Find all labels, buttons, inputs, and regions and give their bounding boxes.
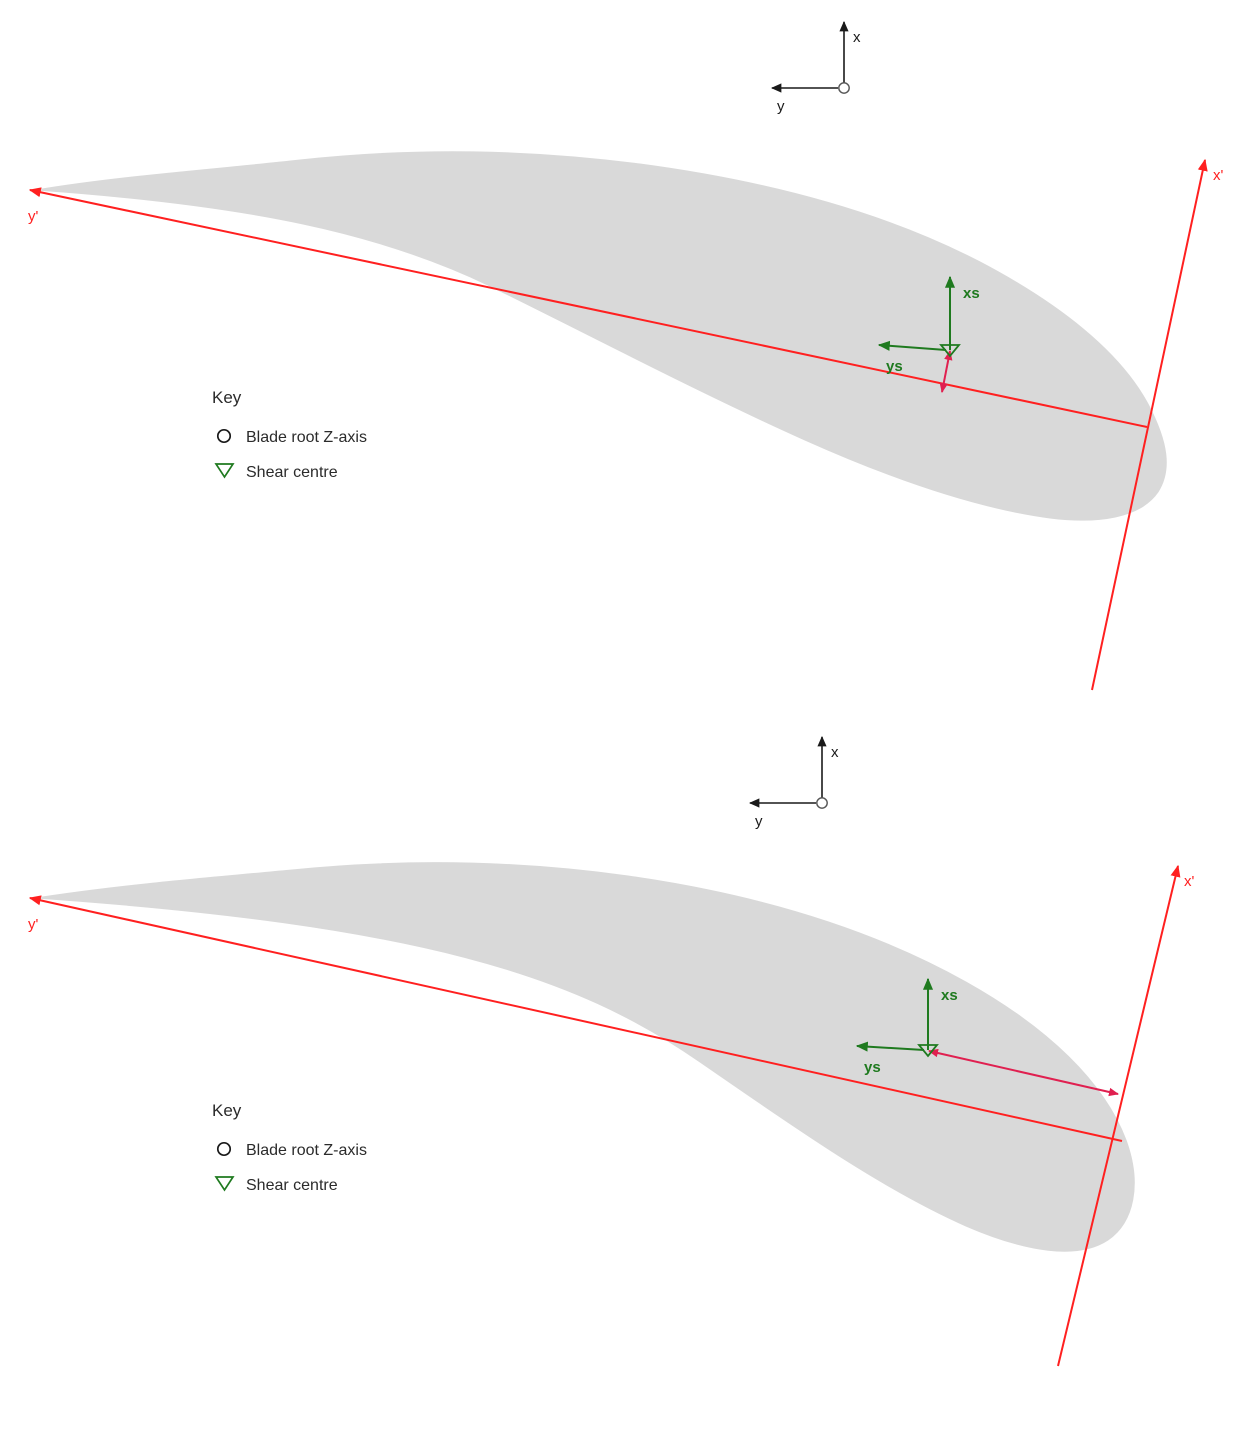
blade-root-origin-marker — [838, 82, 850, 94]
primed-axes-top: y' x' — [28, 158, 1224, 691]
blade-section-outline-top — [35, 151, 1167, 521]
blade-section-outline-bottom — [35, 862, 1135, 1252]
shear-axes-top: xs ys — [877, 275, 980, 375]
root-axes-top: x y — [770, 20, 861, 115]
panel-top: x y y' x' xs ys Key Blade root Z — [28, 20, 1224, 691]
primed-x-label-bottom: x' — [1184, 873, 1195, 890]
key-circle-icon-bottom — [216, 1141, 232, 1157]
shear-offset-dimension-top — [939, 350, 953, 393]
root-y-label: y — [777, 98, 785, 115]
key-top: Key Blade root Z-axis Shear centre — [212, 388, 367, 481]
primed-x-axis-top — [1091, 158, 1208, 691]
primed-x-axis-bottom — [1057, 864, 1181, 1367]
shear-xs-label-top: xs — [963, 285, 980, 302]
shear-ys-label-top: ys — [886, 358, 903, 375]
key-triangle-icon-top — [214, 463, 235, 479]
blade-root-origin-marker-bottom — [816, 797, 828, 809]
root-x-label-bottom: x — [831, 744, 839, 761]
key-label-shear-centre-top: Shear centre — [246, 464, 338, 481]
key-label-root-axis-top: Blade root Z-axis — [246, 429, 367, 446]
key-bottom: Key Blade root Z-axis Shear centre — [212, 1101, 367, 1194]
shear-ys-axis-bottom — [855, 1041, 925, 1052]
shear-xs-label-bottom: xs — [941, 987, 958, 1004]
key-title-bottom: Key — [212, 1101, 242, 1120]
shear-axes-bottom: xs ys — [855, 977, 958, 1076]
key-title-top: Key — [212, 388, 242, 407]
primed-y-axis-top — [28, 187, 1148, 428]
panel-bottom: x y y' x' xs ys Key Blade root Z — [28, 735, 1195, 1367]
key-circle-icon-top — [216, 428, 232, 444]
shear-centre-marker-top — [939, 344, 961, 358]
key-label-shear-centre-bottom: Shear centre — [246, 1177, 338, 1194]
key-triangle-icon-bottom — [214, 1176, 235, 1192]
primed-y-label-bottom: y' — [28, 916, 39, 933]
key-label-root-axis-bottom: Blade root Z-axis — [246, 1142, 367, 1159]
primed-y-axis-bottom — [28, 895, 1123, 1142]
shear-ys-axis-top — [877, 340, 947, 351]
primed-y-label-top: y' — [28, 208, 39, 225]
shear-offset-dimension-bottom — [928, 1048, 1119, 1097]
primed-x-label-top: x' — [1213, 167, 1224, 184]
shear-centre-marker-bottom — [917, 1044, 939, 1058]
root-y-label-bottom: y — [755, 813, 763, 830]
primed-axes-bottom: y' x' — [28, 864, 1195, 1367]
shear-ys-label-bottom: ys — [864, 1059, 881, 1076]
root-axes-bottom: x y — [748, 735, 839, 830]
root-x-label: x — [853, 29, 861, 46]
